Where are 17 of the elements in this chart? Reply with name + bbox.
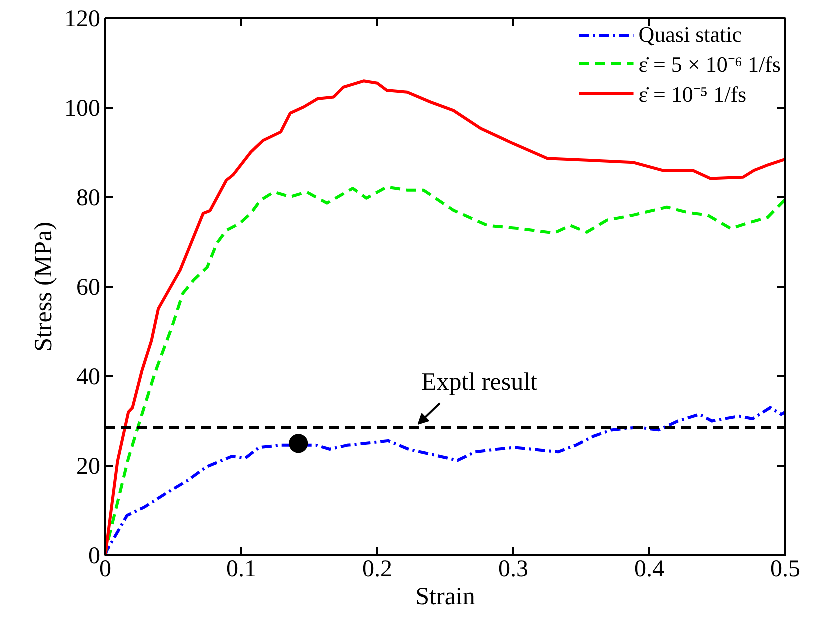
y-tick-label: 120 [64, 6, 100, 32]
y-tick-label: 60 [76, 275, 100, 301]
x-tick-label: 0.3 [498, 556, 528, 582]
x-axis-title: Strain [416, 584, 476, 610]
y-tick-label: 20 [76, 454, 100, 480]
x-tick-label: 0.4 [634, 556, 664, 582]
y-tick-label: 80 [76, 186, 100, 212]
y-tick-label: 100 [64, 96, 100, 122]
legend-label: ε̇ = 10⁻⁵ 1/fs [638, 81, 747, 108]
annotation: Exptl result [422, 368, 538, 396]
x-tick-label: 0.5 [770, 556, 800, 582]
legend-label: Quasi static [638, 22, 742, 48]
x-tick-label: 0.2 [362, 556, 392, 582]
legend-label: ε̇ = 5 × 10⁻⁶ 1/fs [638, 51, 781, 78]
y-tick-label: 40 [76, 364, 100, 390]
y-axis-title: Stress (MPa) [30, 222, 58, 352]
x-tick-label: 0.1 [226, 556, 256, 582]
